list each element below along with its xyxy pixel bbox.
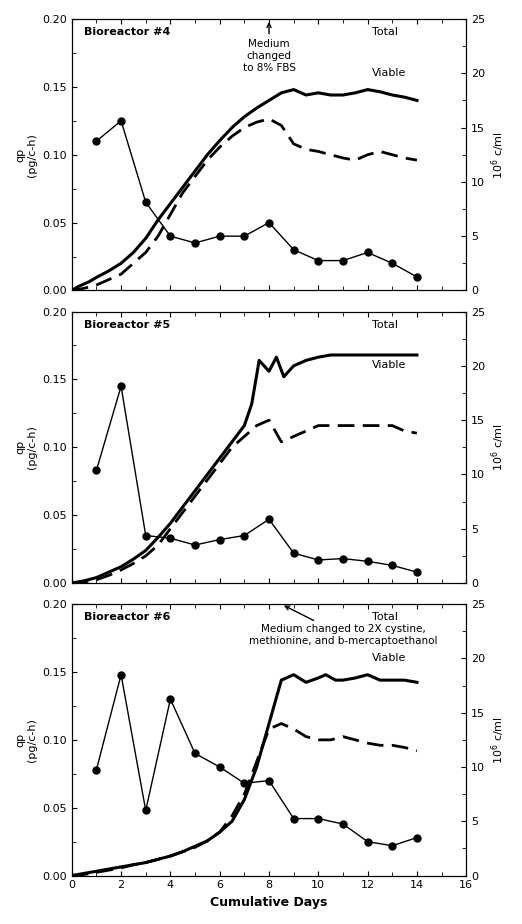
Y-axis label: qp
(pg/c-h): qp (pg/c-h) [15,133,37,176]
Y-axis label: qp
(pg/c-h): qp (pg/c-h) [15,718,37,761]
Text: Viable: Viable [372,360,406,371]
Text: Medium
changed
to 8% FBS: Medium changed to 8% FBS [243,23,295,73]
Text: Bioreactor #5: Bioreactor #5 [84,320,170,330]
Text: Medium changed to 2X cystine,
methionine, and b-mercaptoethanol: Medium changed to 2X cystine, methionine… [248,606,437,646]
Text: Total: Total [372,613,398,622]
Text: Viable: Viable [372,653,406,663]
X-axis label: Cumulative Days: Cumulative Days [210,896,328,909]
Text: Total: Total [372,27,398,37]
Y-axis label: 10$^{6}$ c/ml: 10$^{6}$ c/ml [490,716,507,764]
Y-axis label: 10$^{6}$ c/ml: 10$^{6}$ c/ml [490,131,507,178]
Y-axis label: qp
(pg/c-h): qp (pg/c-h) [15,425,37,469]
Text: Viable: Viable [372,67,406,78]
Y-axis label: 10$^{6}$ c/ml: 10$^{6}$ c/ml [490,423,507,471]
Text: Bioreactor #4: Bioreactor #4 [84,27,170,37]
Text: Total: Total [372,320,398,330]
Text: Bioreactor #6: Bioreactor #6 [84,613,170,622]
